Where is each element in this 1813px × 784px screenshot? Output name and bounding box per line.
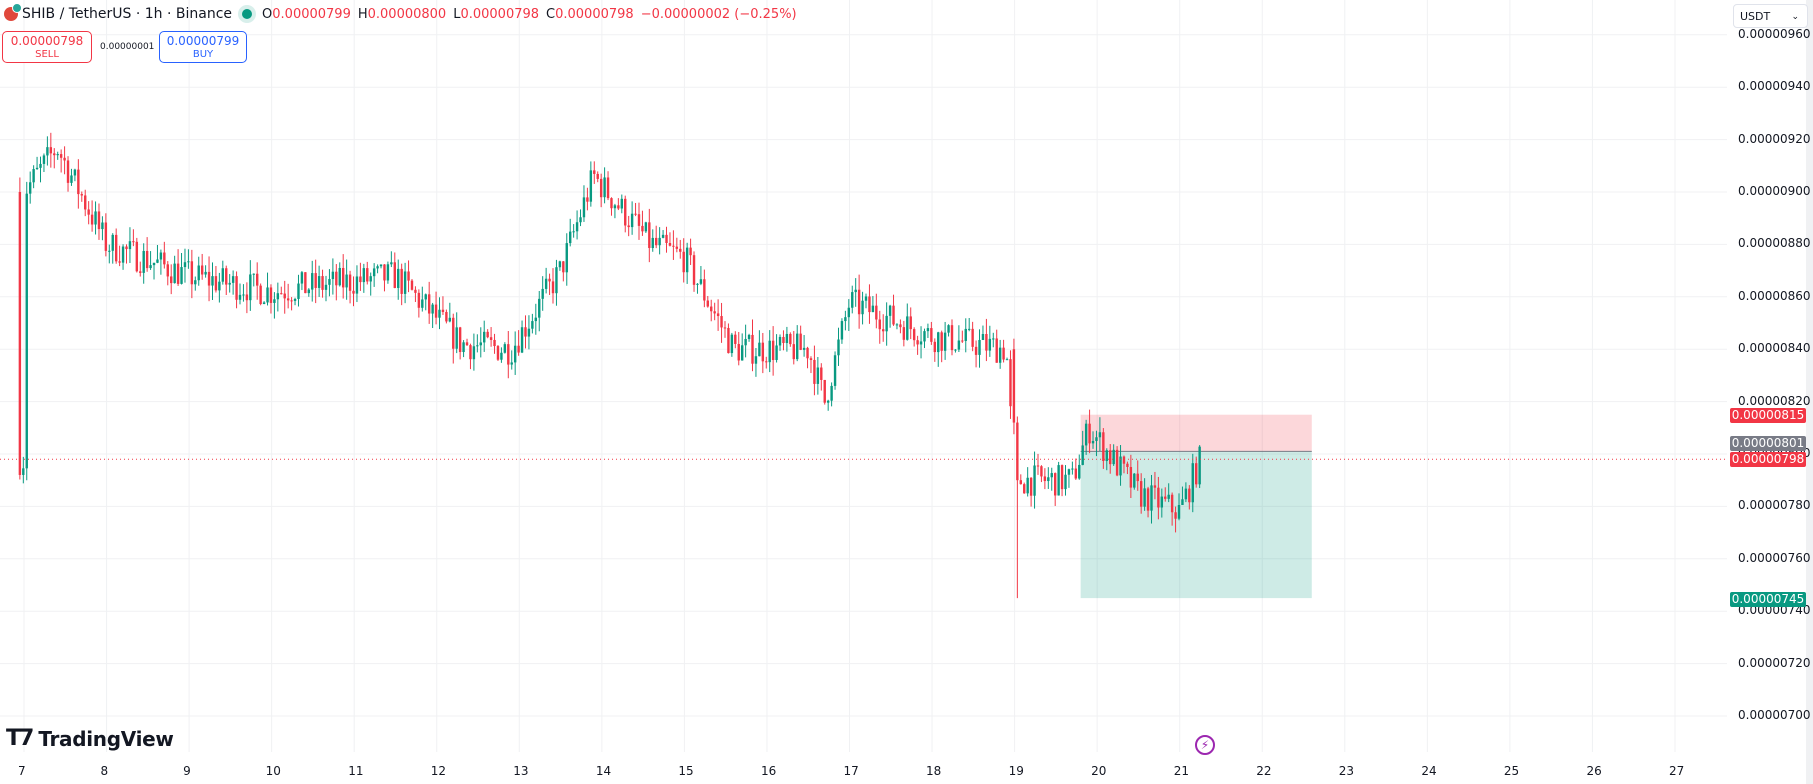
date-tick-label: 22 [1256,764,1272,778]
price-tick-label: 0.00000820 [1738,393,1811,408]
date-tick-label: 7 [18,764,26,778]
price-tick-label: 0.00000720 [1738,655,1811,670]
price-tick-label: 0.00000900 [1738,184,1811,198]
market-status-icon [242,9,253,19]
sell-price: 0.00000798 [10,34,84,48]
date-tick-label: 20 [1091,764,1107,778]
date-tick-label: 15 [678,764,694,778]
high-label: H [357,6,368,22]
date-tick-label: 27 [1669,764,1685,778]
shib-coin-icon [4,3,22,21]
date-tick-label: 9 [183,764,191,778]
date-tick-label: 24 [1421,764,1437,778]
change-value: −0.00000002 (−0.25%) [640,6,797,22]
price-tick-label: 0.00000840 [1738,341,1811,356]
target-price-tag: 0.00000745 [1730,592,1806,607]
price-tick-label: 0.00000760 [1738,550,1811,565]
buy-button[interactable]: 0.00000799 BUY [159,31,247,63]
price-tick-label: 0.00000700 [1738,708,1811,722]
entry-price-tag: 0.00000801 [1730,436,1806,451]
open-value: 0.00000799 [272,6,351,22]
date-tick-label: 26 [1586,764,1602,778]
currency-value: USDT [1740,10,1771,23]
open-label: O [262,6,273,22]
price-tick-label: 0.00000780 [1738,498,1811,513]
buy-label: BUY [192,49,214,60]
date-tick-label: 13 [513,764,529,778]
date-tick-label: 14 [595,764,612,778]
tradingview-logo-text: TradingView [38,726,174,751]
date-tick-label: 8 [100,764,109,778]
price-tick-label: 0.00000960 [1738,26,1811,41]
price-axis-scrollbar[interactable] [1806,0,1813,784]
date-tick-label: 10 [265,764,281,778]
sell-button[interactable]: 0.00000798 SELL [2,31,92,63]
date-tick-label: 23 [1338,764,1355,778]
date-tick-label: 17 [843,764,859,778]
buy-price: 0.00000799 [166,34,240,48]
currency-select[interactable]: USDT ⌄ [1733,4,1808,28]
date-tick-label: 25 [1503,764,1520,778]
close-value: 0.00000798 [555,6,634,22]
stop-price-tag: 0.00000815 [1730,408,1806,423]
date-tick-label: 18 [926,764,942,778]
price-tick-label: 0.00000860 [1738,288,1811,303]
current-price-tag: 0.00000798 [1730,452,1806,467]
date-tick-label: 16 [760,764,777,778]
symbol-legend: SHIB / TetherUS · 1h · Binance O 0.000007… [4,3,804,22]
high-value: 0.00000800 [367,6,447,22]
date-tick-label: 12 [430,764,447,778]
date-tick-label: 21 [1173,764,1189,778]
spread-value: 0.00000001 [100,42,155,52]
close-label: C [546,6,556,22]
price-tick-label: 0.00000940 [1738,79,1811,94]
tradingview-logo-icon: T7 [6,726,34,751]
date-tick-label: 11 [348,764,364,778]
symbol-title[interactable]: SHIB / TetherUS · 1h · Binance [22,6,233,22]
price-tick-label: 0.00000920 [1738,131,1811,146]
lightning-event-icon[interactable]: ⚡ [1195,735,1215,755]
low-value: 0.00000798 [460,6,540,22]
price-tick-label: 0.00000880 [1738,236,1811,251]
sell-label: SELL [35,49,59,60]
date-tick-label: 19 [1008,764,1024,778]
chevron-down-icon: ⌄ [1791,12,1799,22]
tradingview-logo[interactable]: T7 TradingView [6,726,174,751]
low-label: L [453,6,461,22]
